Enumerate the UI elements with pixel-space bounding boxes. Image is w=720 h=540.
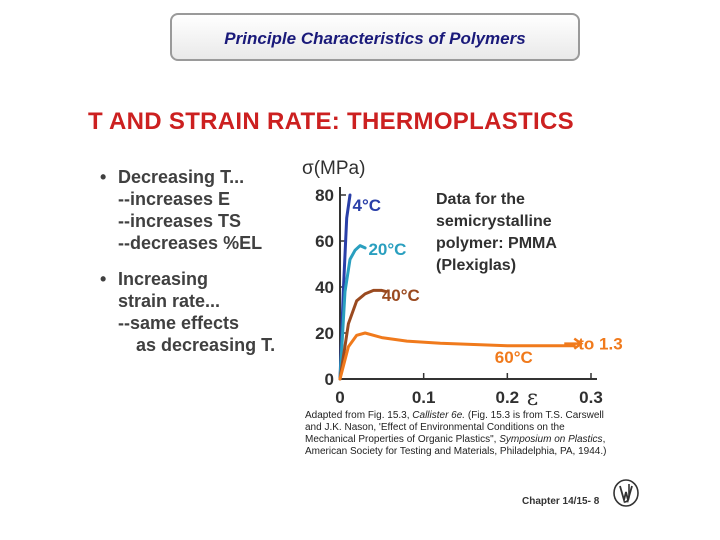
bullet-2-line1: Increasing [118,269,209,289]
data-note-line: semicrystalline [436,213,552,230]
x-tick-label: 0.2 [496,388,520,407]
chapter-footer: Chapter 14/15- 8 [522,496,600,507]
publisher-logo-icon [613,479,639,507]
header-box [170,13,580,61]
series-line [338,288,388,381]
credit-line-4: American Society for Testing and Materia… [305,446,607,457]
series-label: 40°C [382,286,420,305]
y-tick-label: 20 [315,324,334,343]
series-line [338,331,576,381]
credit-line-3: Mechanical Properties of Organic Plastic… [305,434,606,445]
series-line [338,244,367,381]
bullet-2-line3: --same effects [118,313,240,333]
chart-series: 4°C 20°C 40°C 60°C [338,193,576,381]
bullet-1: • Decreasing T... [100,166,300,188]
data-note-line: Data for the [436,191,525,208]
series-label: 20°C [368,240,406,259]
figure-credit: Adapted from Fig. 15.3, Callister 6e. (F… [305,410,645,458]
bullet-2-line2: strain rate... [118,291,221,311]
chart-ticks: 0 20 40 60 80 0 0.1 0.2 0.3 ε [315,186,603,408]
slide-header-title: Principle Characteristics of Polymers [224,29,526,48]
y-tick-label: 80 [315,186,334,205]
y-tick-label: 0 [325,370,334,389]
arrow-label: to 1.3 [578,335,622,354]
y-tick-label: 40 [315,278,334,297]
bullet-1-item-ts: --increases TS [118,211,242,231]
data-note-line: polymer: PMMA [436,235,557,252]
bullet-2: • Increasing [100,268,300,290]
series-label: 4°C [353,196,382,215]
bullet-list: • Decreasing T... --increases E --increa… [100,166,300,356]
data-note-line: (Plexiglas) [436,257,516,274]
y-tick-label: 60 [315,232,334,251]
credit-line-1: Adapted from Fig. 15.3, Callister 6e. (F… [305,410,604,421]
x-tick-label: 0.1 [412,388,436,407]
bullet-1-item-e: --increases E [118,189,231,209]
bullet-1-item-el: --decreases %EL [118,233,263,253]
section-title: T AND STRAIN RATE: THERMOPLASTICS [88,108,574,135]
bullet-dot: • [100,269,107,289]
x-tick-label: 0.3 [579,388,603,407]
series-label: 60°C [495,348,533,367]
x-tick-label: 0 [335,388,344,407]
credit-line-2: and J.K. Nason, 'Effect of Environmental… [305,422,565,433]
bullet-dot: • [100,167,107,187]
x-axis-label: ε [527,386,538,408]
bullet-1-text: Decreasing T... [118,167,245,187]
y-axis-label: σ(MPa) [302,158,365,179]
chart-annotations: Data for the semicrystalline polymer: PMMA… [436,191,623,354]
continuation-arrow [564,337,584,350]
bullet-2-line4: as decreasing T. [136,335,276,355]
stress-strain-chart: σ(MPa) 0 20 40 60 80 0 0.1 0.2 0.3 ε 4°C 20°C 40°C 6… [302,158,623,408]
